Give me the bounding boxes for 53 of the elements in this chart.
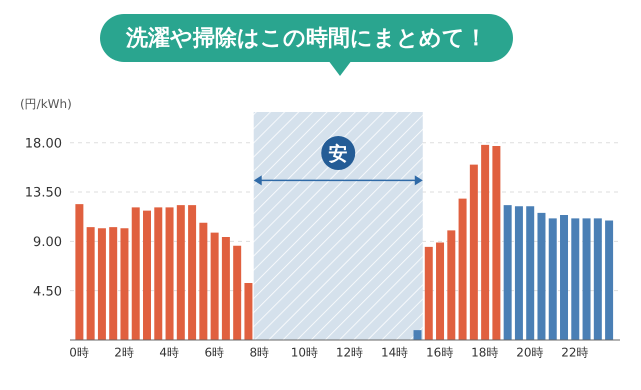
bar: [86, 227, 95, 340]
bar: [571, 218, 580, 340]
bar: [492, 146, 500, 340]
bar: [176, 205, 185, 340]
bar: [481, 144, 490, 340]
x-tick-label: 2時: [114, 346, 134, 360]
bar: [98, 228, 106, 340]
bar: [526, 206, 534, 340]
bar: [75, 204, 84, 340]
bar: [154, 207, 162, 340]
y-tick-label: 4.50: [33, 284, 62, 300]
bar: [605, 220, 614, 340]
x-tick-label: 14時: [380, 346, 408, 360]
bar: [582, 218, 591, 340]
bar: [560, 215, 568, 340]
x-tick-label: 4時: [159, 346, 179, 360]
x-tick-label: 18時: [471, 346, 498, 360]
x-tick-label: 10時: [290, 346, 318, 360]
x-tick-label: 8時: [250, 346, 270, 360]
bar: [514, 206, 523, 340]
bar: [222, 236, 230, 340]
x-tick-label: 20時: [516, 346, 544, 360]
bar: [166, 207, 174, 340]
x-tick-label: 6時: [204, 346, 224, 360]
chart-title: 洗濯や掃除はこの時間にまとめて！: [100, 14, 513, 62]
bar: [132, 207, 140, 340]
bar: [143, 210, 152, 340]
x-tick-label: 22時: [561, 346, 589, 360]
bar: [199, 222, 208, 340]
bar: [244, 283, 252, 340]
x-tick-label: 0時: [69, 346, 89, 360]
y-tick-label: 13.50: [24, 186, 62, 201]
bar: [424, 246, 433, 340]
bar: [470, 164, 478, 340]
bar: [504, 205, 512, 340]
bar: [188, 205, 196, 340]
bar: [413, 330, 422, 340]
bar: [436, 242, 444, 340]
bar: [548, 218, 557, 340]
bar: [109, 227, 118, 340]
band-label: 安: [328, 143, 348, 166]
bar: [537, 212, 546, 340]
bar: [233, 246, 242, 340]
y-axis-title: (円/kWh): [20, 96, 72, 113]
bar: [458, 198, 467, 340]
bar: [120, 228, 128, 340]
y-tick-label: 18.00: [24, 136, 62, 152]
x-tick-label: 12時: [336, 346, 364, 360]
y-tick-label: 9.00: [33, 234, 62, 250]
bar: [594, 218, 602, 340]
x-tick-label: 16時: [426, 346, 454, 360]
bar: [210, 232, 219, 340]
bar: [447, 230, 456, 340]
